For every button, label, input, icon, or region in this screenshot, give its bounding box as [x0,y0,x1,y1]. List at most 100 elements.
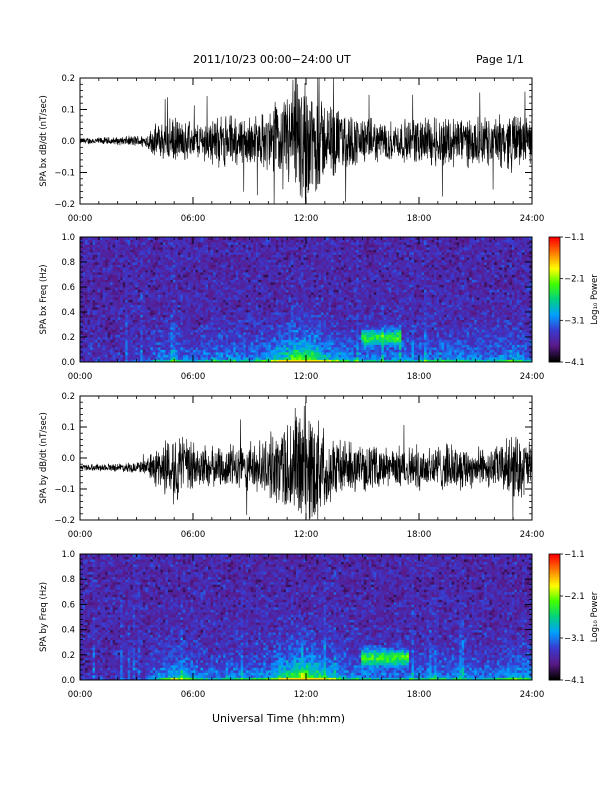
heatmap-cell [240,277,244,280]
heatmap-cell [250,299,254,303]
heatmap-cell [318,282,322,285]
heatmap-cell [321,287,324,290]
heatmap-cell [283,314,287,318]
heatmap-cell [253,259,257,263]
heatmap-cell [298,334,302,338]
heatmap-cell [220,332,224,335]
heatmap-cell [235,299,239,303]
heatmap-cell [142,319,146,323]
heatmap-cell [250,322,254,325]
heatmap-cell [127,262,131,265]
heatmap-cell [210,312,214,315]
heatmap-cell [218,272,222,275]
heatmap-cell [220,272,224,275]
heatmap-cell [243,242,247,245]
heatmap-cell [147,257,151,260]
heatmap-cell [290,324,294,328]
heatmap-cell [313,242,317,245]
heatmap-cell [122,334,126,338]
heatmap-cell [223,317,227,320]
heatmap-cell [115,354,119,358]
heatmap-cell [280,244,284,248]
heatmap-cell [87,259,91,263]
heatmap-cell [215,332,219,335]
heatmap-cell [132,314,136,318]
heatmap-cell [198,252,201,255]
heatmap-cell [280,359,284,363]
heatmap-cell [275,349,279,353]
heatmap-cell [220,252,224,255]
heatmap-cell [95,319,98,323]
heatmap-cell [240,274,244,278]
heatmap-cell [190,344,194,348]
heatmap-cell [265,244,269,248]
heatmap-cell [157,237,161,240]
heatmap-cell [80,272,83,275]
heatmap-cell [233,297,237,300]
heatmap-cell [278,337,282,340]
heatmap-cell [122,274,126,278]
heatmap-cell [285,344,289,348]
heatmap-cell [313,287,317,290]
heatmap-cell [97,252,101,255]
heatmap-cell [240,357,244,360]
heatmap-cell [275,282,279,285]
heatmap-cell [275,254,279,258]
heatmap-cell [200,294,204,298]
heatmap-cell [155,284,159,288]
heatmap-cell [117,302,121,305]
heatmap-cell [112,267,116,270]
heatmap-cell [195,299,199,303]
heatmap-cell [203,279,206,283]
heatmap-cell [190,244,194,248]
heatmap-cell [265,287,269,290]
heatmap-cell [300,339,304,343]
heatmap-cell [323,352,327,355]
heatmap-cell [105,304,109,308]
heatmap-cell [180,307,184,310]
heatmap-cell [185,339,189,343]
heatmap-cell [285,337,289,340]
heatmap-cell [280,257,284,260]
heatmap-cell [120,289,124,293]
heatmap-cell [323,342,327,345]
heatmap-cell [110,312,114,315]
heatmap-cell [243,274,247,278]
heatmap-cell [130,334,134,338]
heatmap-cell [228,257,232,260]
heatmap-cell [318,312,322,315]
heatmap-cell [311,322,314,325]
heatmap-cell [303,289,307,293]
heatmap-cell [180,292,184,295]
heatmap-cell [283,242,287,245]
heatmap-cell [117,264,121,268]
heatmap-cell [180,279,184,283]
heatmap-cell [205,354,209,358]
heatmap-cell [318,244,322,248]
heatmap-cell [265,269,269,273]
heatmap-cell [258,267,262,270]
heatmap-cell [240,332,244,335]
heatmap-cell [195,354,199,358]
heatmap-cell [311,279,314,283]
heatmap-cell [218,309,222,313]
heatmap-cell [182,334,186,338]
heatmap-cell [100,324,103,328]
heatmap-cell [157,262,161,265]
heatmap-cell [321,302,324,305]
heatmap-cell [160,327,164,330]
heatmap-cell [200,324,204,328]
heatmap-cell [270,284,274,288]
heatmap-cell [162,274,166,278]
heatmap-cell [95,267,98,270]
heatmap-cell [223,294,227,298]
heatmap-cell [260,339,264,343]
heatmap-cell [107,317,111,320]
heatmap-cell [243,307,247,310]
heatmap-cell [275,272,279,275]
heatmap-cell [200,349,204,353]
heatmap-cell [321,247,324,250]
heatmap-cell [145,349,149,353]
heatmap-cell [250,352,254,355]
heatmap-cell [263,327,267,330]
